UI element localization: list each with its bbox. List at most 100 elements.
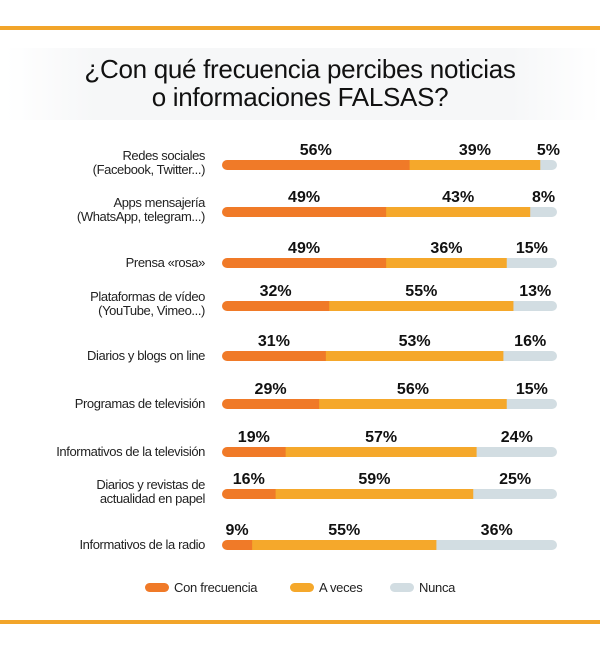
- data-label: 15%: [516, 240, 548, 257]
- legend-swatch: [145, 583, 169, 592]
- bar-row: Plataformas de vídeo (YouTube, Vimeo...) 3…: [90, 283, 557, 318]
- category-label-line: (WhatsApp, telegram...): [77, 209, 205, 224]
- data-label: 24%: [501, 429, 533, 446]
- bar-segment-a-veces: [319, 399, 508, 409]
- category-label: Programas de televisión: [75, 396, 205, 411]
- data-label: 31%: [258, 333, 290, 350]
- data-label: 55%: [405, 283, 437, 300]
- data-label: 13%: [519, 283, 551, 300]
- bar-segment-a-veces: [275, 489, 474, 499]
- category-label-line: (Facebook, Twitter...): [93, 162, 205, 177]
- data-label: 55%: [328, 522, 360, 539]
- data-label: 25%: [499, 471, 531, 488]
- bar-segment-con-frecuencia: [222, 399, 320, 409]
- legend-label: Nunca: [419, 580, 456, 595]
- bar-segment-con-frecuencia: [222, 489, 277, 499]
- bar-segment-a-veces: [285, 447, 478, 457]
- data-label: 8%: [532, 189, 555, 206]
- bar-segment-a-veces: [325, 351, 504, 361]
- category-label-line: Plataformas de vídeo: [90, 289, 205, 304]
- data-label: 16%: [233, 471, 265, 488]
- legend-item: Con frecuencia: [145, 580, 259, 595]
- bar-segment-con-frecuencia: [222, 351, 327, 361]
- bar-segment-con-frecuencia: [222, 540, 253, 550]
- data-label: 29%: [255, 381, 287, 398]
- bar-segment-con-frecuencia: [222, 301, 330, 311]
- data-label: 39%: [459, 142, 491, 159]
- bar-segment-a-veces: [329, 301, 514, 311]
- bar-row: Programas de televisión 29% 56% 15%: [75, 381, 557, 411]
- bar-row: Prensa «rosa» 49% 36% 15%: [126, 240, 557, 270]
- bar-segment-nunca: [473, 489, 557, 499]
- data-label: 36%: [481, 522, 513, 539]
- bar-segment-nunca: [506, 399, 557, 409]
- bar-segment-nunca: [530, 207, 557, 217]
- data-label: 43%: [442, 189, 474, 206]
- category-label: Prensa «rosa»: [126, 255, 206, 270]
- legend-item: Nunca: [390, 580, 456, 595]
- top-rule: [0, 26, 600, 30]
- data-label: 53%: [399, 333, 431, 350]
- category-label: Apps mensajería (WhatsApp, telegram...): [77, 195, 206, 224]
- legend-swatch: [390, 583, 414, 592]
- bar-row: Informativos de la radio 9% 55% 36%: [79, 522, 557, 552]
- bar-segment-con-frecuencia: [222, 160, 411, 170]
- bar-segment-nunca: [503, 351, 557, 361]
- bar-segment-nunca: [436, 540, 557, 550]
- bar-segment-a-veces: [252, 540, 437, 550]
- data-label: 15%: [516, 381, 548, 398]
- data-label: 57%: [365, 429, 397, 446]
- bar-segment-nunca: [540, 160, 557, 170]
- bar-row: Diarios y blogs on line 31% 53% 16%: [87, 333, 557, 363]
- data-label: 36%: [430, 240, 462, 257]
- category-label: Informativos de la televisión: [56, 444, 205, 459]
- category-label: Informativos de la radio: [79, 537, 205, 552]
- data-label: 49%: [288, 240, 320, 257]
- data-label: 49%: [288, 189, 320, 206]
- category-label-line: (YouTube, Vimeo...): [98, 303, 205, 318]
- bar-row: Apps mensajería (WhatsApp, telegram...) 49…: [77, 189, 557, 224]
- bar-segment-a-veces: [409, 160, 541, 170]
- data-label: 32%: [260, 283, 292, 300]
- bar-segment-a-veces: [386, 258, 508, 268]
- category-label: Diarios y revistas de actualidad en papel: [96, 477, 205, 506]
- data-label: 9%: [226, 522, 249, 539]
- bar-segment-con-frecuencia: [222, 258, 387, 268]
- bar-row: Diarios y revistas de actualidad en papel…: [96, 471, 557, 506]
- bar-segment-a-veces: [386, 207, 531, 217]
- legend-label: A veces: [319, 580, 363, 595]
- bar-row: Informativos de la televisión 19% 57% 24%: [56, 429, 557, 459]
- data-label: 5%: [537, 142, 560, 159]
- data-label: 59%: [358, 471, 390, 488]
- category-label-line: Diarios y revistas de: [96, 477, 205, 492]
- category-label-line: Informativos de la televisión: [56, 444, 205, 459]
- category-label: Redes sociales (Facebook, Twitter...): [93, 148, 206, 177]
- category-label: Plataformas de vídeo (YouTube, Vimeo...): [90, 289, 205, 318]
- bar-row: Redes sociales (Facebook, Twitter...) 56% 3…: [93, 142, 560, 177]
- chart-title: ¿Con qué frecuencia percibes noticias o …: [0, 55, 600, 111]
- data-label: 56%: [397, 381, 429, 398]
- chart-title-line-1: ¿Con qué frecuencia percibes noticias: [84, 54, 516, 84]
- legend-label: Con frecuencia: [174, 580, 258, 595]
- data-label: 16%: [514, 333, 546, 350]
- category-label-line: Diarios y blogs on line: [87, 348, 205, 363]
- chart-title-line-2: o informaciones FALSAS?: [151, 82, 449, 112]
- category-label-line: Prensa «rosa»: [126, 255, 206, 270]
- category-label-line: actualidad en papel: [100, 491, 206, 506]
- bar-segment-con-frecuencia: [222, 207, 387, 217]
- title-band: [6, 48, 600, 120]
- category-label-line: Informativos de la radio: [79, 537, 205, 552]
- data-label: 19%: [238, 429, 270, 446]
- bottom-rule: [0, 620, 600, 624]
- category-label-line: Redes sociales: [122, 148, 205, 163]
- legend-item: A veces: [290, 580, 364, 595]
- category-label: Diarios y blogs on line: [87, 348, 205, 363]
- bar-segment-con-frecuencia: [222, 447, 287, 457]
- data-label: 56%: [300, 142, 332, 159]
- bar-segment-nunca: [513, 301, 557, 311]
- category-label-line: Apps mensajería: [113, 195, 206, 210]
- legend-swatch: [290, 583, 314, 592]
- bar-segment-nunca: [506, 258, 557, 268]
- bar-segment-nunca: [476, 447, 557, 457]
